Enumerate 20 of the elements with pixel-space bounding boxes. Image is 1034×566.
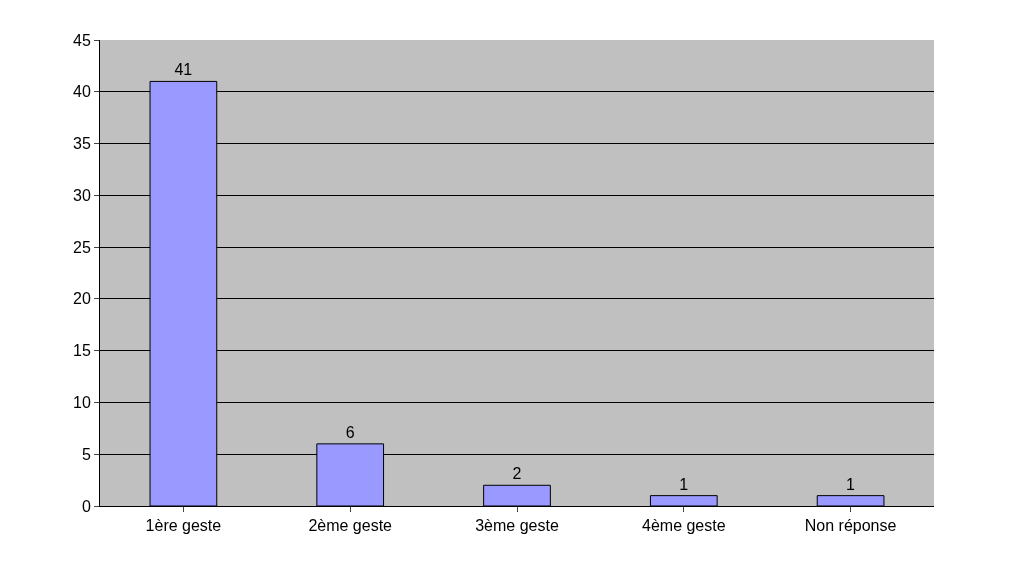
y-tick-label: 35 (73, 135, 91, 153)
x-tick-label: 3ème geste (475, 517, 559, 535)
y-tick-label: 25 (73, 238, 91, 256)
y-tick-label: 45 (73, 31, 91, 49)
y-tick-label: 20 (73, 290, 91, 308)
x-tick-label: 1ère geste (145, 517, 222, 535)
y-tick-label: 30 (73, 186, 91, 204)
x-tick-label: 2ème geste (308, 517, 393, 535)
y-tick-label: 40 (73, 83, 91, 101)
y-tick-label: 15 (73, 342, 91, 360)
data-label: 1 (846, 475, 856, 493)
data-label: 6 (345, 423, 355, 441)
y-tick-label: 10 (73, 394, 91, 412)
x-tick-label: Non réponse (804, 517, 897, 535)
x-tick-label: 4ème geste (642, 517, 726, 535)
y-tick-label: 0 (81, 497, 91, 515)
data-label: 41 (174, 61, 193, 79)
data-label: 2 (512, 465, 522, 483)
data-label: 1 (679, 475, 689, 493)
y-tick-label: 5 (81, 445, 91, 463)
